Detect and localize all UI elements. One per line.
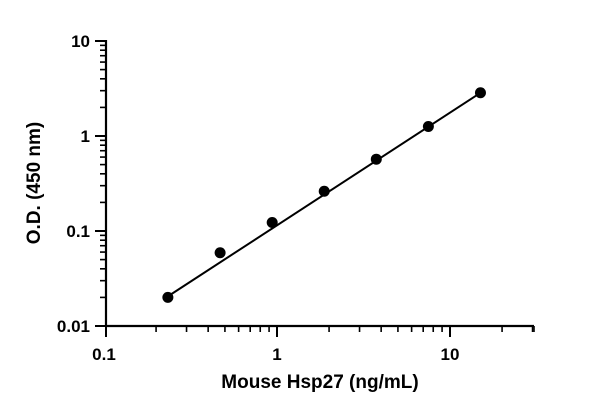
x-tick-label: 1 [272,345,281,364]
y-tick-label: 0.1 [66,222,90,241]
data-point [266,216,278,228]
data-point [162,291,174,303]
y-tick-label: 10 [71,32,90,51]
data-point [370,153,382,165]
data-point [214,247,226,259]
y-tick-label: 0.01 [57,317,90,336]
x-axis: 0.1 1 10 [92,324,535,364]
x-tick-label: 0.1 [92,345,116,364]
y-axis-title: O.D. (450 nm) [24,122,45,244]
x-axis-title: Mouse Hsp27 (ng/mL) [221,372,418,393]
y-axis: 0.01 0.1 1 10 [57,32,108,336]
data-points-layer [162,87,486,303]
data-point [422,120,434,132]
data-point [318,185,330,197]
x-tick-label: 10 [441,345,460,364]
y-tick-label: 1 [81,127,90,146]
data-point [474,87,486,99]
